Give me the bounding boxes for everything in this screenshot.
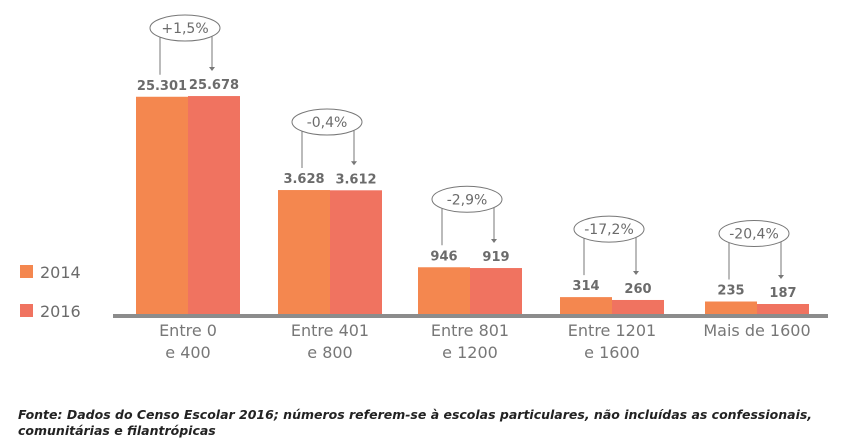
x-axis (113, 314, 828, 318)
category-label: Entre 401 (291, 321, 369, 340)
category-label: Mais de 1600 (703, 321, 810, 340)
arrow-head-icon (633, 270, 639, 275)
change-bubble (149, 14, 221, 42)
bar-2014 (278, 190, 330, 314)
legend-swatch-2016 (20, 304, 33, 317)
change-label: +1,5% (161, 21, 208, 37)
category-label: e 800 (307, 343, 352, 362)
bar-2016 (612, 299, 664, 314)
change-label: -20,4% (729, 227, 779, 243)
bar-2016 (330, 190, 382, 314)
change-label: -17,2% (584, 222, 634, 238)
footnote-line-2: comunitárias e filantrópicas (18, 423, 216, 438)
footnote-line-1: Fonte: Dados do Censo Escolar 2016; núme… (18, 407, 813, 422)
bar-2014 (705, 301, 757, 314)
data-label: 25.301 (137, 79, 187, 94)
category-label: Entre 1201 (568, 321, 656, 340)
legend-label: 2016 (40, 302, 81, 321)
arrow-head-icon (351, 161, 357, 166)
data-label: 3.612 (335, 172, 376, 187)
change-label: -2,9% (447, 192, 488, 208)
data-label: 235 (717, 284, 744, 299)
change-bubble (291, 108, 363, 136)
data-label: 187 (769, 286, 796, 301)
arrow-head-icon (209, 67, 215, 72)
category-label: e 1600 (584, 343, 640, 362)
bar-2016 (757, 304, 809, 314)
bar-2016 (470, 268, 522, 314)
category-label: e 1200 (442, 343, 498, 362)
arrow-head-icon (778, 275, 784, 279)
legend-label: 2014 (40, 263, 81, 282)
category-label: Entre 0 (159, 321, 217, 340)
bar-2016 (188, 96, 240, 314)
data-label: 260 (624, 282, 651, 297)
footnote: Fonte: Dados do Censo Escolar 2016; núme… (18, 407, 818, 439)
change-bubble (718, 220, 790, 248)
bar-2014 (560, 297, 612, 314)
data-label: 314 (572, 279, 599, 294)
bar-2014 (418, 267, 470, 314)
data-label: 919 (482, 250, 509, 265)
legend-swatch-2014 (20, 265, 33, 278)
arrow-head-icon (491, 239, 497, 244)
data-label: 3.628 (283, 172, 324, 187)
change-bubble (431, 185, 503, 213)
change-label: -0,4% (307, 115, 348, 131)
data-label: 946 (430, 249, 457, 264)
change-bubble (573, 215, 645, 243)
bar-2014 (136, 96, 188, 315)
category-label: Entre 801 (431, 321, 509, 340)
data-label: 25.678 (189, 78, 239, 93)
category-label: e 400 (165, 343, 210, 362)
